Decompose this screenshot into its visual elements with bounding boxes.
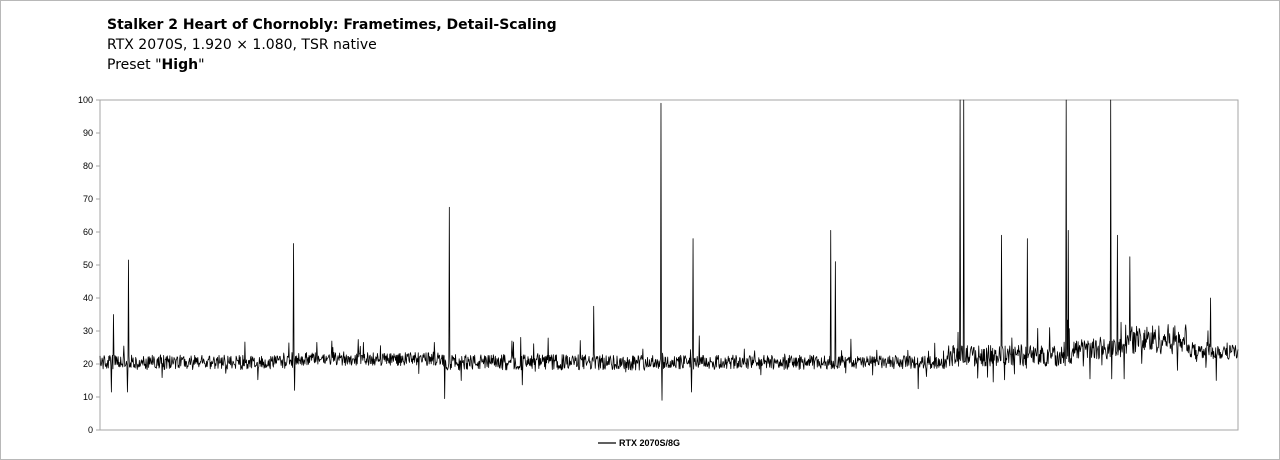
preset-suffix: " [198, 57, 205, 73]
legend-label: RTX 2070S/8G [619, 438, 680, 448]
preset-prefix: Preset " [107, 57, 162, 73]
chart-subtitle: RTX 2070S, 1.920 × 1.080, TSR native [107, 37, 377, 53]
y-tick-label: 10 [83, 392, 93, 402]
y-tick-label: 90 [83, 128, 93, 138]
y-tick-label: 20 [83, 359, 93, 369]
preset-value: High [161, 57, 199, 73]
chart-titles: Stalker 2 Heart of Chornobly: Frametimes… [107, 15, 557, 75]
y-tick-label: 80 [83, 161, 93, 171]
chart-preset: Preset "High" [107, 55, 557, 75]
series-line-rtx-2070s [99, 99, 1239, 401]
y-tick-label: 40 [83, 293, 93, 303]
y-axis: 0 10 20 30 40 50 60 70 80 90 100 [78, 95, 100, 435]
y-tick-label: 70 [83, 194, 93, 204]
y-tick-label: 100 [78, 95, 93, 105]
legend: RTX 2070S/8G [598, 438, 680, 448]
y-tick-label: 30 [83, 326, 93, 336]
plot-area [99, 99, 1239, 431]
y-tick-label: 50 [83, 260, 93, 270]
series-group [99, 99, 1239, 401]
y-tick-label: 0 [88, 425, 93, 435]
y-tick-label: 60 [83, 227, 93, 237]
chart-title: Stalker 2 Heart of Chornobly: Frametimes… [107, 17, 557, 33]
